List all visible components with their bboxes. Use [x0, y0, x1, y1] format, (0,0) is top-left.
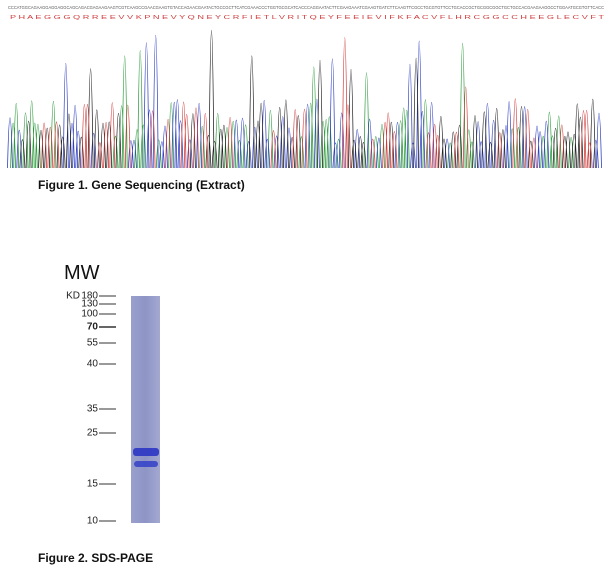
dna-sequence: CCCATGGCAGAAGGAGGAGGCAGCAGACGAGAAGAAGTCG…	[8, 5, 604, 10]
marker-label: 25	[87, 428, 99, 439]
marker-label: 10	[87, 516, 99, 527]
gel-lane	[131, 296, 160, 523]
marker-label: 70	[87, 322, 99, 333]
gel-band	[133, 448, 159, 456]
protein-translation: P H A E G G G Q R R E E V V K P N E V Y …	[10, 15, 605, 21]
marker-label: 15	[87, 479, 99, 490]
figure-caption: Figure 1. Gene Sequencing (Extract)	[38, 178, 245, 192]
figure-caption: Figure 2. SDS-PAGE	[38, 551, 153, 565]
trace	[41, 37, 593, 169]
marker-label: 40	[87, 359, 99, 370]
gel-title: MW	[64, 262, 100, 284]
marker-label: 180	[81, 291, 98, 302]
gel-band	[134, 461, 158, 467]
marker-label: 130	[81, 299, 98, 310]
marker-label: 35	[87, 404, 99, 415]
marker-label: 55	[87, 338, 99, 349]
trace	[10, 43, 574, 169]
chromatogram	[7, 30, 602, 169]
trace	[19, 30, 596, 169]
unit-label: KD	[66, 291, 80, 302]
marker-label: 100	[81, 309, 98, 320]
trace	[7, 35, 602, 169]
